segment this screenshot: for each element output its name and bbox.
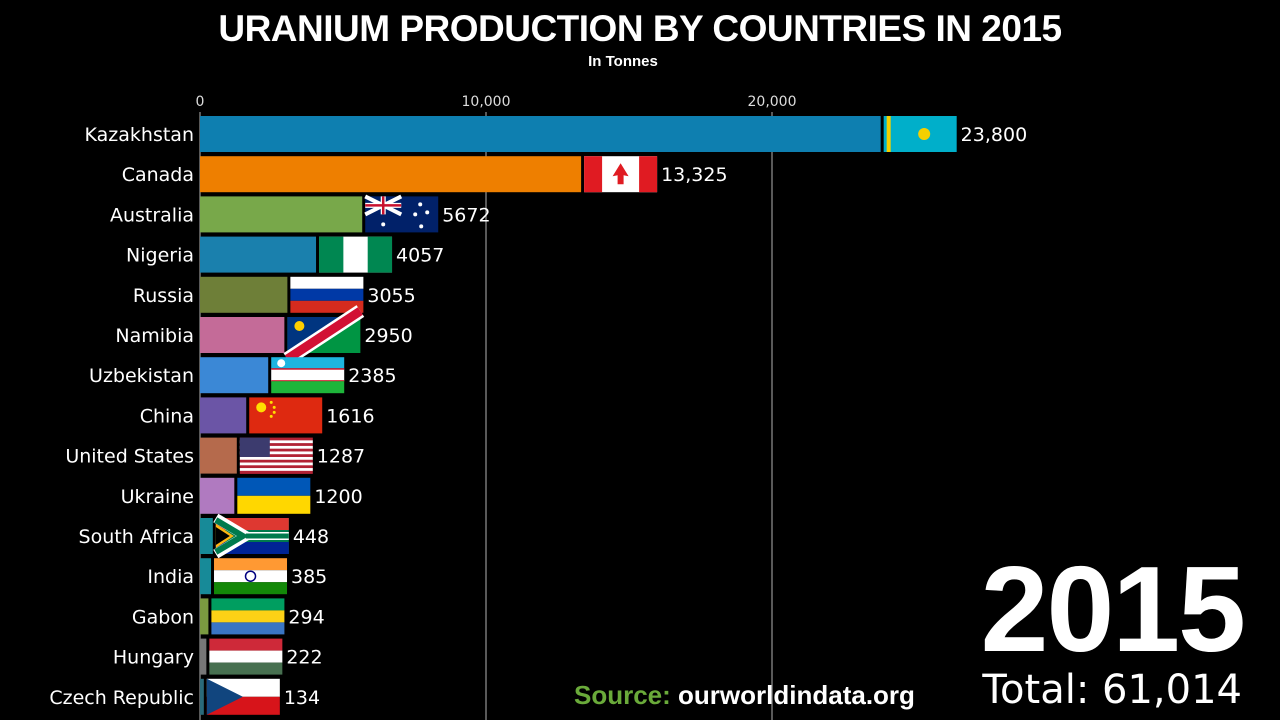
bar	[200, 196, 363, 233]
category-label: Gabon	[132, 606, 194, 628]
value-label: 448	[293, 526, 329, 548]
bar-row: Hungary 222	[113, 638, 323, 675]
year-label: 2015	[980, 541, 1246, 677]
flag-us-icon	[239, 437, 313, 474]
flag-uz-icon	[271, 357, 345, 394]
category-label: Kazakhstan	[85, 124, 194, 146]
bar-row: Russia 3055	[133, 276, 416, 313]
category-label: Hungary	[113, 647, 194, 669]
bar	[200, 598, 209, 635]
value-label: 294	[288, 606, 324, 628]
value-label: 4057	[396, 245, 444, 267]
value-label: 1616	[326, 405, 374, 427]
flag-au-icon	[364, 194, 439, 233]
bar	[200, 276, 288, 313]
value-label: 134	[284, 687, 320, 709]
bar-row: Czech Republic 134	[49, 678, 320, 715]
bar	[200, 558, 212, 595]
bar	[200, 116, 881, 152]
tick-label: 20,000	[748, 94, 797, 110]
bar-row: India 385	[147, 558, 327, 595]
bar-row: Kazakhstan 23,800	[85, 116, 1027, 152]
category-label: China	[140, 405, 194, 427]
bar	[200, 437, 237, 474]
category-label: Canada	[122, 164, 194, 186]
value-label: 13,325	[661, 164, 727, 186]
flag-cn-icon	[249, 397, 323, 434]
category-label: Nigeria	[126, 245, 194, 267]
flag-hu-icon	[209, 638, 283, 675]
category-label: Ukraine	[121, 486, 194, 508]
flag-ga-icon	[211, 598, 285, 635]
bar	[200, 678, 204, 715]
bar	[200, 477, 235, 514]
total-label: Total: 61,014	[982, 667, 1242, 713]
bar	[200, 638, 207, 675]
bar	[200, 518, 213, 554]
flag-in-icon	[214, 558, 288, 595]
category-label: Uzbekistan	[89, 365, 194, 387]
value-label: 1200	[314, 486, 362, 508]
flag-za-icon	[213, 513, 289, 559]
value-label: 2950	[364, 325, 412, 347]
bar	[200, 317, 285, 353]
flag-na-icon	[283, 305, 365, 365]
tick-label: 10,000	[462, 94, 511, 110]
category-label: India	[147, 566, 194, 588]
flag-kz-icon	[883, 116, 957, 152]
source-label: Source:	[574, 680, 671, 710]
source-value: ourworldindata.org	[678, 680, 915, 710]
bar-row: Nigeria 4057	[126, 236, 444, 273]
chart-subtitle: In Tonnes	[588, 53, 658, 70]
bar-row: Ukraine 1200	[121, 477, 363, 514]
bar-row: Gabon 294	[132, 598, 325, 635]
tick-label: 0	[196, 94, 205, 110]
category-label: United States	[65, 446, 194, 468]
bar-row: Namibia 2950	[115, 305, 413, 365]
chart-title: URANIUM PRODUCTION BY COUNTRIES IN 2015	[218, 8, 1062, 49]
flag-ua-icon	[237, 477, 311, 514]
bar-row: Uzbekistan 2385	[89, 357, 397, 394]
value-label: 5672	[442, 204, 490, 226]
value-label: 222	[286, 647, 322, 669]
source-credit: Source: ourworldindata.org	[574, 680, 915, 711]
value-label: 2385	[348, 365, 396, 387]
bar-row: Canada 13,325	[122, 156, 728, 193]
category-label: Namibia	[115, 325, 194, 347]
bar-row: South Africa 448	[79, 513, 329, 559]
bar	[200, 357, 269, 394]
value-label: 23,800	[961, 124, 1027, 146]
flag-ng-icon	[319, 236, 393, 273]
value-label: 1287	[317, 446, 365, 468]
bar-row: China 1616	[140, 397, 375, 434]
bar-row: United States 1287	[65, 437, 365, 474]
value-label: 3055	[367, 285, 415, 307]
bar	[200, 397, 247, 434]
category-label: Russia	[133, 285, 194, 307]
flag-ru-icon	[290, 276, 364, 313]
category-label: South Africa	[79, 526, 194, 548]
flag-cz-icon	[206, 678, 280, 715]
bar-row: Australia 5672	[110, 194, 491, 233]
value-label: 385	[291, 566, 327, 588]
category-label: Australia	[110, 204, 194, 226]
flag-ca-icon	[584, 156, 658, 193]
category-label: Czech Republic	[49, 687, 194, 709]
bar	[200, 156, 582, 193]
bar	[200, 236, 317, 273]
